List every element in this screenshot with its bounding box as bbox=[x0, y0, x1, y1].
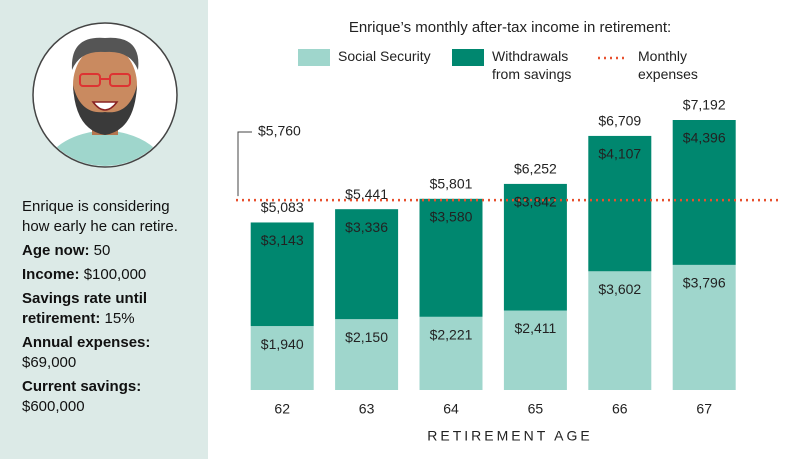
total-label: $5,441 bbox=[345, 186, 388, 202]
x-tick-label: 66 bbox=[612, 401, 628, 417]
total-label: $5,801 bbox=[430, 176, 473, 192]
profile-fact: Savings rate until retirement: 15% bbox=[22, 289, 200, 329]
bar-segment bbox=[503, 183, 567, 311]
total-label: $7,192 bbox=[683, 97, 726, 113]
bar-segment bbox=[672, 264, 736, 390]
fact-label: Savings rate until retirement: bbox=[22, 290, 148, 327]
bar-segment bbox=[588, 271, 652, 390]
bar-segment bbox=[250, 326, 314, 390]
legend-label: Social Security bbox=[338, 48, 431, 64]
bar-segment bbox=[503, 310, 567, 390]
bar-segment bbox=[672, 120, 736, 265]
total-label: $6,252 bbox=[514, 161, 557, 177]
value-label: $2,221 bbox=[430, 327, 473, 343]
legend-swatch bbox=[452, 49, 484, 66]
fact-value: $100,000 bbox=[83, 266, 147, 283]
bar-segment bbox=[250, 222, 314, 327]
value-label: $2,411 bbox=[515, 320, 557, 336]
value-label: $3,602 bbox=[598, 281, 641, 297]
value-label: $1,940 bbox=[261, 336, 304, 352]
value-label: $3,796 bbox=[683, 275, 726, 291]
value-label: $3,336 bbox=[345, 219, 388, 235]
value-label: $2,150 bbox=[345, 329, 388, 345]
profile: Enrique is considering how early he can … bbox=[22, 197, 200, 421]
fact-value: $600,000 bbox=[22, 398, 85, 415]
profile-fact: Annual expenses: $69,000 bbox=[22, 333, 200, 373]
bar-segment bbox=[419, 316, 483, 390]
profile-fact: Age now: 50 bbox=[22, 241, 200, 261]
fact-label: Income: bbox=[22, 266, 80, 283]
bar-segment bbox=[588, 135, 652, 272]
value-label: $4,107 bbox=[598, 146, 641, 162]
avatar bbox=[32, 22, 178, 168]
legend-label: Monthly expenses bbox=[638, 48, 698, 82]
fact-value: 15% bbox=[104, 310, 135, 327]
x-tick-label: 64 bbox=[443, 401, 459, 417]
x-tick-label: 67 bbox=[696, 401, 712, 417]
value-label: $3,143 bbox=[261, 232, 304, 248]
value-label: $3,842 bbox=[514, 194, 557, 210]
expense-label: $5,760 bbox=[258, 123, 301, 139]
x-tick-label: 63 bbox=[359, 401, 375, 417]
profile-fact: Income: $100,000 bbox=[22, 265, 200, 285]
expense-bracket bbox=[237, 131, 252, 197]
fact-value: $69,000 bbox=[22, 354, 77, 371]
x-axis-title: RETIREMENT AGE bbox=[427, 428, 592, 444]
value-label: $3,580 bbox=[430, 209, 473, 225]
value-label: $4,396 bbox=[683, 130, 726, 146]
fact-label: Annual expenses: bbox=[22, 334, 151, 351]
fact-label: Current savings: bbox=[22, 378, 142, 395]
fact-label: Age now: bbox=[22, 242, 90, 259]
x-tick-label: 65 bbox=[528, 401, 544, 417]
bar-segment bbox=[335, 209, 399, 320]
fact-value: 50 bbox=[93, 242, 111, 259]
legend-swatch bbox=[298, 49, 330, 66]
chart-title: Enrique’s monthly after-tax income in re… bbox=[349, 19, 671, 36]
x-tick-label: 62 bbox=[274, 401, 290, 417]
total-label: $6,709 bbox=[598, 113, 641, 129]
total-label: $5,083 bbox=[261, 199, 304, 215]
legend-label: Withdrawals from savings bbox=[492, 48, 572, 82]
bar-segment bbox=[335, 319, 399, 390]
profile-fact: Current savings: $600,000 bbox=[22, 377, 200, 417]
bar-segment bbox=[419, 198, 483, 317]
profile-intro: Enrique is considering how early he can … bbox=[22, 198, 178, 235]
